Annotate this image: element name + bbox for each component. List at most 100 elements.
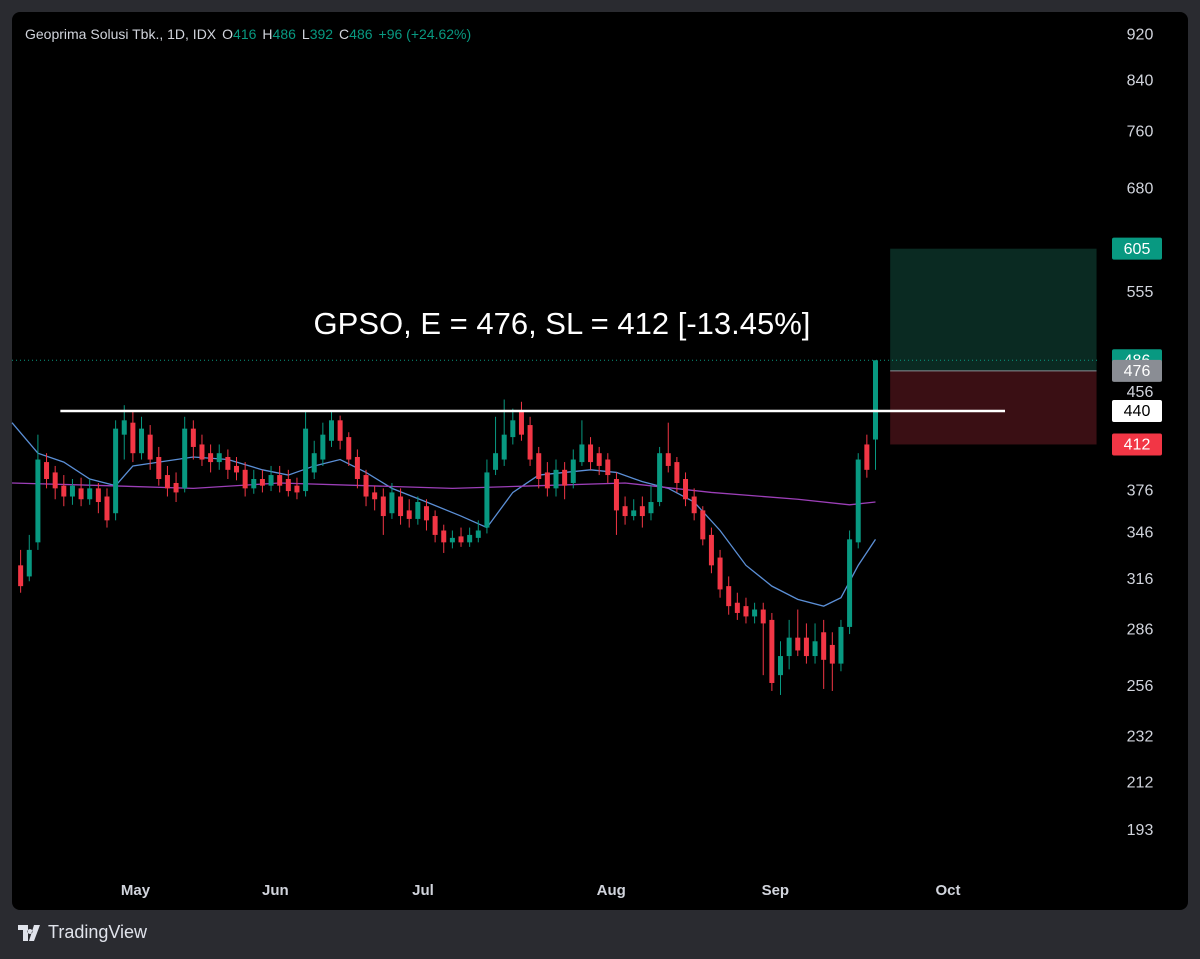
candle-body [182,428,188,489]
candle-body [44,462,50,480]
candle-body [847,539,853,627]
candle-body [553,469,559,489]
candle-body [510,420,516,438]
candle-body [372,492,378,500]
moving-average [11,422,877,607]
y-tick-label: 286 [1127,622,1154,639]
candle-body [475,530,481,538]
candle-body [61,485,67,497]
price-badge [1112,433,1162,456]
candle-body [311,453,317,473]
candle-body [208,453,214,463]
candle-body [700,510,706,540]
candle-body [872,360,878,440]
candle-body [18,565,24,587]
candle-body [769,619,775,683]
candle-body [631,510,637,517]
x-tick-label: Sep [762,882,790,899]
candle-body [95,488,101,503]
candle-body [285,479,291,492]
y-tick-label: 232 [1127,728,1154,745]
candle-body [778,656,784,676]
candle-body [570,459,576,483]
ohlc-label: C [339,26,350,42]
ohlc-value: 392 [309,26,334,42]
candle-body [596,453,602,466]
y-tick-label: 376 [1127,482,1154,499]
candle-body [234,465,240,473]
candle-body [225,456,231,470]
candle-body [605,459,611,476]
candle-body [786,637,792,657]
candle-body [458,536,464,543]
y-tick-label: 256 [1127,678,1154,695]
ohlc-value: 486 [349,26,373,42]
candle-body [734,602,740,613]
candle-body [648,502,654,514]
candle-body [69,485,75,497]
candle-body [493,453,499,470]
candle-body [708,534,714,566]
candle-body [121,420,127,435]
candle-body [406,510,412,519]
candle-body [259,479,265,486]
ohlc-item: C486 [339,26,372,42]
candle-body [363,475,369,497]
candle-body [449,537,455,543]
candle-body [674,462,680,483]
ohlc-value: 486 [272,26,296,42]
candle-body [130,422,136,454]
candle-body [35,459,41,543]
price-badge-label: 476 [1124,363,1151,380]
candle-body [104,496,110,521]
candle-body [467,534,473,543]
price-badge [1112,359,1162,382]
x-tick-label: Jun [262,882,289,899]
candle-body [484,472,490,528]
candle-body [501,434,507,460]
candle-body [415,502,421,519]
x-tick-label: Aug [597,882,626,899]
x-tick-label: Jul [412,882,434,899]
y-tick-label: 346 [1127,525,1154,542]
moving-average [11,482,876,506]
candle-body [717,557,723,590]
target-zone [890,248,1097,371]
candle-body [432,516,438,535]
candle-body [518,410,524,435]
candle-body [544,472,550,489]
stop-zone [890,370,1097,445]
price-badge [1112,399,1162,422]
x-tick-label: Oct [936,882,961,899]
candle-body [639,506,645,517]
candle-body [864,444,870,470]
symbol-title: Geoprima Solusi Tbk., 1D, IDX [25,26,217,42]
ohlc-label: L [301,26,310,42]
candle-body [242,469,248,489]
candle-body [346,437,352,460]
ohlc-item: H486 [262,26,295,42]
ohlc-item: L392 [302,26,333,42]
price-badge-label: 412 [1124,437,1151,454]
candle-body [173,482,179,493]
candle-body [328,420,334,441]
candle-body [613,479,619,511]
legend: Geoprima Solusi Tbk., 1D, IDX O416 H486 L3… [25,26,471,42]
change: +96 (+24.62%) [378,26,472,42]
candle-body [164,475,170,489]
candle-body [829,644,835,664]
candle-body [294,485,300,493]
brand: TradingView [48,922,148,942]
candle-body [337,420,343,441]
candle-body [268,475,274,486]
candle-body [536,453,542,480]
x-tick-label: May [121,882,151,899]
y-tick-label: 920 [1127,26,1154,43]
brand-logo [18,924,40,941]
candle-body [588,444,594,463]
candle-body [812,641,818,657]
candle-body [199,444,205,460]
candle-body [303,428,309,492]
